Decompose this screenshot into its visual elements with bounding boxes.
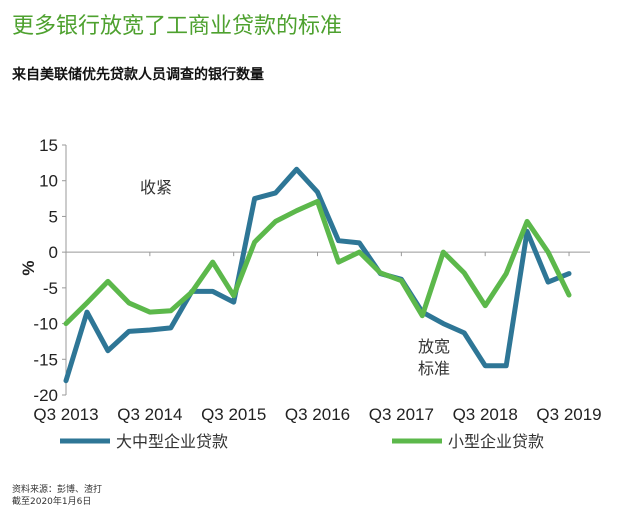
annotation-tighten: 收紧 [140, 178, 172, 197]
series-layer [63, 166, 572, 384]
x-tick-label: Q3 2016 [285, 405, 350, 424]
y-tick-label: 5 [49, 207, 58, 226]
annotation-loosen-2: 标准 [418, 359, 450, 378]
footer: 资料来源：彭博、渣打 截至2020年1月6日 [12, 484, 102, 508]
series-line-large-enterprise [63, 166, 572, 384]
date-note: 截至2020年1月6日 [12, 497, 92, 507]
y-tick-label: 10 [39, 172, 58, 191]
x-tick-label: Q3 2017 [369, 405, 434, 424]
source-note: 资料来源：彭博、渣打 [12, 485, 103, 495]
y-axis-label: % [19, 260, 38, 275]
x-tick-label: Q3 2019 [536, 405, 601, 424]
chart-title: 更多银行放宽了工商业贷款的标准 [12, 14, 343, 39]
y-tick-label: -15 [33, 350, 58, 369]
axis-layer [65, 145, 590, 395]
x-tick-label: Q3 2015 [201, 405, 266, 424]
legend: 大中型企业贷款 小型企业贷款 [60, 432, 544, 451]
x-tick-label: Q3 2014 [117, 405, 182, 424]
y-tick-label: -10 [33, 315, 58, 334]
legend-label-small: 小型企业贷款 [448, 432, 544, 451]
x-tick-label: Q3 2013 [33, 405, 98, 424]
series-line-small-enterprise [63, 198, 572, 327]
y-tick-labels: 15 10 5 0 -5 -10 -15 -20 [33, 136, 66, 405]
chart-subtitle: 来自美联储优先贷款人员调查的银行数量 [12, 67, 264, 83]
annotation-loosen-1: 放宽 [418, 337, 450, 356]
y-tick-label: -5 [43, 279, 58, 298]
y-tick-label: -20 [33, 386, 58, 405]
legend-label-large: 大中型企业贷款 [116, 432, 228, 451]
x-tick-label: Q3 2018 [453, 405, 518, 424]
y-tick-label: 0 [49, 243, 58, 262]
y-tick-label: 15 [39, 136, 58, 155]
x-tick-labels: Q3 2013 Q3 2014 Q3 2015 Q3 2016 Q3 2017 Q3 20… [33, 252, 602, 424]
